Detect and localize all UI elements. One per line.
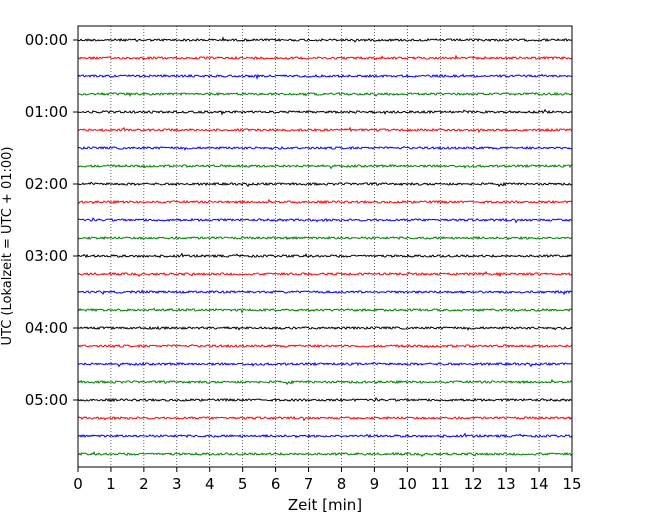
trace-line [77, 36, 573, 43]
x-tick-label: 4 [205, 475, 215, 493]
trace-line [77, 325, 573, 331]
trace-line [77, 450, 573, 458]
x-tick-label: 11 [431, 475, 450, 493]
trace-line [77, 432, 573, 439]
trace-line [77, 163, 573, 170]
trace-line [77, 54, 573, 61]
trace-line [77, 145, 573, 151]
trace-line [77, 198, 573, 205]
trace-line [77, 73, 573, 80]
y-ticks: 00:00 01:00 02:00 03:00 04:00 05:00 [25, 31, 78, 409]
trace-line [77, 91, 573, 98]
trace-line [77, 235, 573, 241]
x-ticks: 0 1 2 3 4 5 6 7 8 9 10 11 12 13 14 15 [73, 467, 582, 493]
x-tick-label: 2 [139, 475, 149, 493]
trace-line [77, 343, 573, 349]
x-tick-label: 3 [172, 475, 182, 493]
y-tick-label: 05:00 [25, 391, 68, 409]
x-axis-label: Zeit [min] [288, 496, 362, 514]
x-tick-label: 15 [562, 475, 581, 493]
x-tick-label: 6 [271, 475, 281, 493]
trace-line [77, 108, 573, 116]
trace-line [77, 252, 573, 259]
y-tick-label: 02:00 [25, 175, 68, 193]
x-tick-label: 12 [464, 475, 483, 493]
x-tick-label: 10 [398, 475, 417, 493]
trace-line [77, 181, 573, 188]
y-tick-label: 00:00 [25, 31, 68, 49]
y-tick-label: 01:00 [25, 103, 68, 121]
plot-frame [77, 25, 573, 468]
trace-line [77, 361, 573, 368]
trace-line [77, 307, 573, 314]
x-tick-label: 0 [73, 475, 83, 493]
trace-line [77, 378, 573, 386]
trace-line [77, 126, 573, 134]
trace-line [77, 415, 573, 422]
trace-line [77, 397, 573, 403]
y-tick-label: 03:00 [25, 247, 68, 265]
trace-line [77, 289, 573, 296]
x-tick-label: 13 [497, 475, 516, 493]
trace-line [77, 217, 573, 224]
x-tick-label: 9 [370, 475, 380, 493]
x-tick-label: 14 [530, 475, 549, 493]
x-tick-label: 1 [106, 475, 116, 493]
y-axis-label: UTC (Lokalzeit = UTC + 01:00) [0, 147, 15, 346]
seismic-traces [77, 36, 573, 458]
trace-line [77, 270, 573, 278]
x-tick-label: 5 [238, 475, 248, 493]
y-tick-label: 04:00 [25, 319, 68, 337]
x-tick-label: 7 [304, 475, 314, 493]
x-tick-label: 8 [337, 475, 347, 493]
